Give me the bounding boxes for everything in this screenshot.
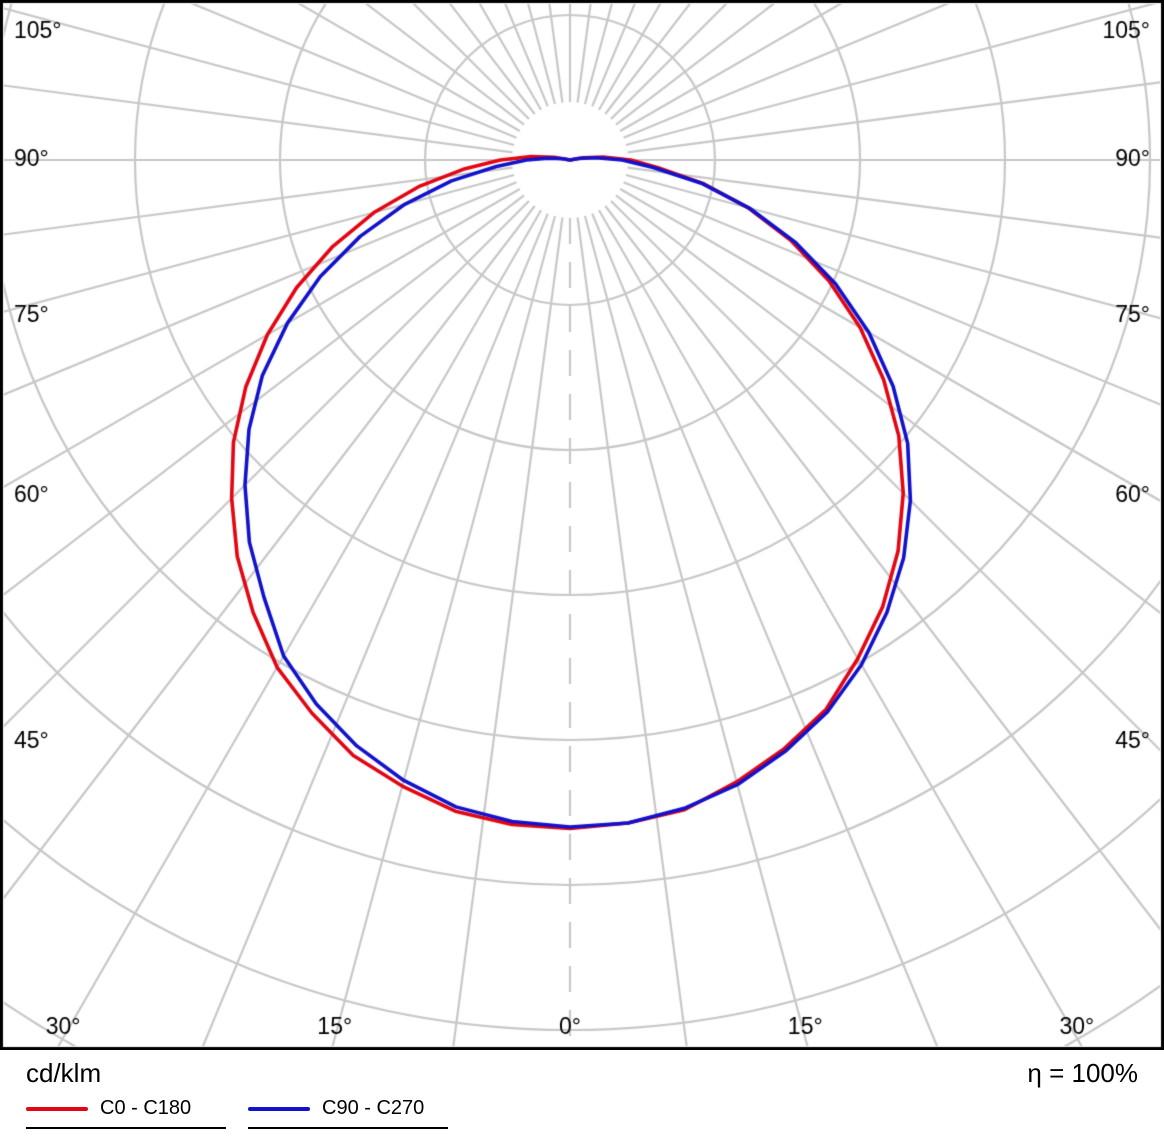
legend-item-label: C0 - C180 xyxy=(100,1097,192,1119)
c90-c270-line-swatch xyxy=(248,1106,310,1111)
c0-c180-line-swatch xyxy=(26,1106,88,1111)
polar-chart-canvas xyxy=(0,0,1164,1050)
legend-item-label: C90 - C270 xyxy=(322,1097,425,1119)
chart-footer: cd/klm η = 100% C0 - C180 C90 - C270 xyxy=(0,1050,1164,1140)
legend: C0 - C180 C90 - C270 xyxy=(0,1089,1164,1129)
footer-top-row: cd/klm η = 100% xyxy=(0,1050,1164,1089)
legend-item-c90-c270: C90 - C270 xyxy=(248,1097,448,1129)
efficiency-label: η = 100% xyxy=(1027,1058,1138,1088)
unit-label: cd/klm xyxy=(26,1058,102,1088)
legend-item-c0-c180: C0 - C180 xyxy=(26,1097,226,1129)
